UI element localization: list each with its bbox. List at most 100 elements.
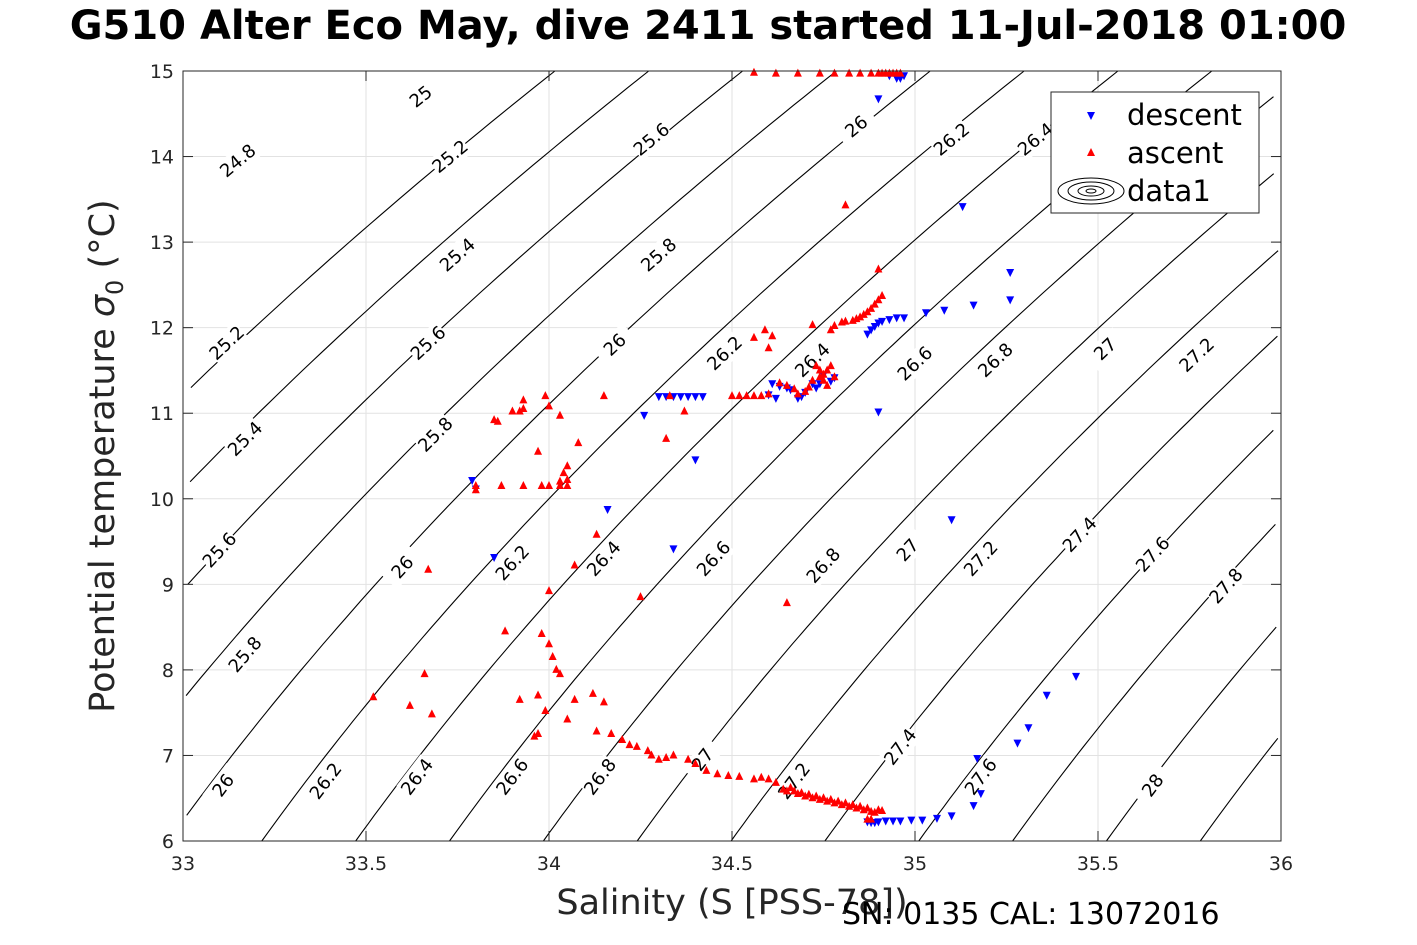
descent-point (947, 812, 956, 821)
ascent-point (662, 753, 671, 762)
ascent-point (534, 729, 543, 738)
descent-point (867, 326, 876, 335)
ascent-point (552, 664, 561, 673)
ascent-point (702, 765, 711, 774)
ascent-point (870, 299, 879, 308)
ascent-point (555, 480, 564, 489)
ascent-point (559, 468, 568, 477)
contour-label-bg (692, 536, 736, 581)
ascent-point (515, 694, 524, 703)
ascent-point (420, 669, 429, 678)
descent-point (1042, 691, 1051, 700)
ascent-point (874, 264, 883, 273)
ascent-point (863, 814, 872, 823)
y-axis-label-unit: (°C) (83, 199, 123, 279)
ascent-point (592, 726, 601, 735)
ascent-point (599, 697, 608, 706)
ascent-point (848, 315, 857, 324)
contour-label-bg (380, 545, 425, 590)
ascent-point (823, 365, 832, 374)
ascent-point (508, 406, 517, 415)
descent-point (1024, 724, 1033, 733)
ascent-point (618, 735, 627, 744)
ascent-point (764, 389, 773, 398)
contour-label: 27.8 (1205, 564, 1247, 608)
ascent-point (874, 295, 883, 304)
ascent-point (427, 709, 436, 718)
ascent-point (684, 754, 693, 763)
y-axis-label-main: Potential temperature (83, 317, 123, 713)
descent-point (947, 516, 956, 525)
descent-point (676, 393, 685, 402)
ascent-point (768, 331, 777, 340)
descent-point (812, 384, 821, 393)
contour-label: 25.6 (407, 322, 451, 365)
y-tick-label: 15 (150, 61, 174, 83)
isopycnal-line (187, 70, 743, 585)
ascent-point (607, 729, 616, 738)
ascent-point (534, 690, 543, 699)
x-tick-label: 34 (537, 853, 561, 875)
ascent-point (574, 438, 583, 447)
ascent-point (369, 692, 378, 701)
isopycnal-line (636, 173, 1275, 842)
ascent-point (841, 798, 850, 807)
ascent-point (793, 389, 802, 398)
ascent-point (405, 700, 414, 709)
contour-label-bg (1174, 333, 1219, 377)
contour-label: 26.8 (974, 339, 1018, 382)
descent-point (921, 309, 930, 318)
descent-point (654, 393, 663, 402)
ascent-point (815, 372, 824, 381)
contour-label-bg (223, 632, 267, 677)
descent-point (940, 306, 949, 315)
ascent-point (555, 410, 564, 419)
ascent-point (845, 68, 854, 77)
descent-point (640, 411, 649, 420)
contour-label: 27.4 (1059, 513, 1102, 557)
descent-point (918, 816, 927, 825)
contour-label: 25.4 (436, 234, 480, 276)
x-tick-label: 36 (1269, 853, 1293, 875)
legend-box (1050, 91, 1260, 214)
contour-label-bg (491, 754, 534, 800)
isopycnal-line (1199, 737, 1279, 842)
contour-label-bg (801, 543, 846, 588)
y-axis-ticks: 6 7 8 9 10 11 12 13 14 15 (150, 61, 1281, 853)
contour-label: 26.2 (492, 541, 535, 585)
ascent-point (808, 375, 817, 384)
y-tick-label: 6 (162, 831, 174, 853)
x-axis-ticks: 33 33.5 34 34.5 35 35.5 36 (171, 71, 1293, 875)
contour-label: 26.6 (492, 755, 533, 800)
chart-title: G510 Alter Eco May, dive 2411 started 11… (69, 3, 1347, 49)
descent-point (1006, 269, 1015, 278)
ascent-point (826, 325, 835, 334)
descent-point (892, 314, 901, 323)
ascent-point (515, 406, 524, 415)
descent-point (1072, 672, 1081, 681)
contour-label-bg (582, 536, 626, 581)
descent-point (969, 802, 978, 811)
ascent-point (563, 714, 572, 723)
ascent-point (545, 586, 553, 595)
ascent-point (878, 806, 887, 815)
ascent-point (749, 391, 758, 400)
ascent-point (757, 391, 766, 400)
ascent-point (757, 772, 766, 781)
descent-point (863, 330, 872, 339)
ascent-point (548, 652, 557, 661)
ascent-point (490, 415, 499, 424)
y-tick-label: 12 (150, 318, 174, 340)
isopycnal-line (1105, 626, 1277, 842)
ascent-point (570, 694, 579, 703)
descent-point (892, 74, 901, 83)
contour-label: 26.2 (930, 119, 974, 161)
x-tick-label: 33.5 (345, 853, 387, 875)
contour-label-bg (490, 540, 535, 586)
ascent-point (834, 796, 843, 805)
isopycnal-line (261, 70, 1025, 842)
ascent-point (563, 474, 572, 483)
contour-label-bg (413, 412, 458, 457)
contour-label-bg (579, 754, 622, 800)
